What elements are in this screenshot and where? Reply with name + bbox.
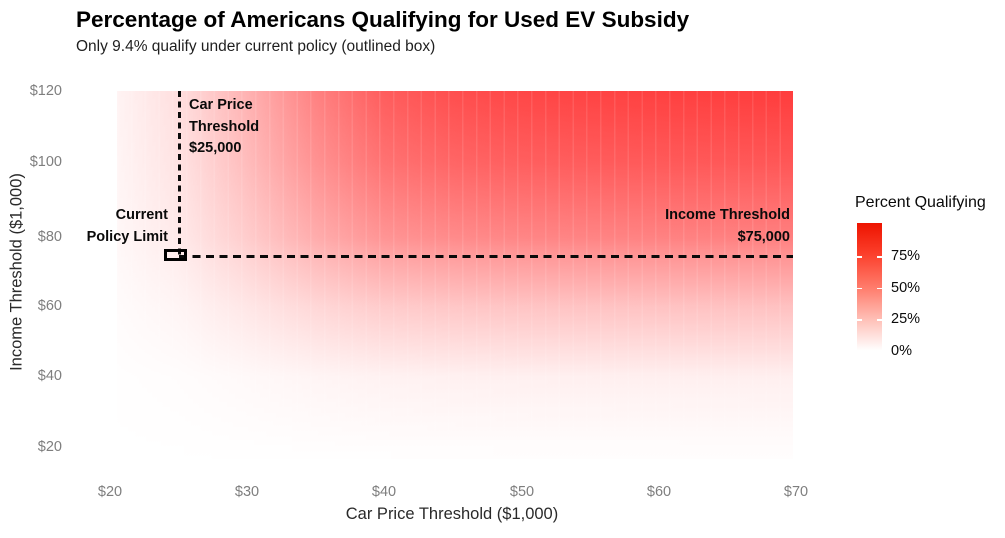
annotation-line: Income Threshold bbox=[665, 207, 790, 223]
income-threshold-annotation: Income Threshold $75,000 bbox=[665, 205, 790, 248]
legend-tick-mark bbox=[857, 287, 862, 290]
legend-label: 75% bbox=[891, 248, 921, 264]
y-tick-label: $100 bbox=[29, 154, 62, 170]
car-price-threshold-dashed-line bbox=[177, 91, 181, 257]
x-tick-label: $60 bbox=[646, 484, 672, 500]
x-tick-label: $20 bbox=[97, 484, 123, 500]
x-tick-label: $50 bbox=[509, 484, 535, 500]
legend-label: 50% bbox=[891, 279, 921, 296]
legend-label: 25% bbox=[891, 311, 921, 327]
x-axis-title: Car Price Threshold ($1,000) bbox=[345, 505, 559, 523]
legend-colorbar bbox=[857, 223, 882, 368]
car-price-threshold-annotation: Car Price Threshold $25,000 bbox=[189, 95, 259, 160]
y-tick-label: $80 bbox=[37, 229, 62, 245]
legend-title: Percent Qualifying bbox=[855, 194, 986, 211]
annotation-line: Current bbox=[115, 207, 168, 223]
x-tick-label: $30 bbox=[234, 484, 260, 500]
annotation-line: Threshold bbox=[189, 118, 260, 135]
current-policy-limit-annotation: Current Policy Limit bbox=[87, 205, 168, 248]
y-axis-title: Income Threshold ($1,000) bbox=[7, 173, 26, 371]
y-tick-label: $60 bbox=[37, 298, 62, 314]
heatmap-tile-banding bbox=[117, 91, 793, 459]
annotation-line: Car Price bbox=[189, 97, 253, 113]
heatmap-panel bbox=[117, 91, 793, 459]
chart-title: Percentage of Americans Qualifying for U… bbox=[76, 7, 690, 32]
x-tick-label: $70 bbox=[783, 484, 809, 500]
x-tick-label: $40 bbox=[371, 484, 397, 500]
legend-tick-mark bbox=[877, 287, 882, 290]
legend-tick-mark bbox=[857, 319, 862, 321]
legend-tick-mark bbox=[857, 256, 862, 258]
current-policy-outlined-box bbox=[164, 249, 187, 261]
income-threshold-dashed-line bbox=[179, 254, 793, 258]
legend-label: 0% bbox=[891, 342, 912, 359]
annotation-line: $25,000 bbox=[189, 140, 242, 156]
y-tick-label: $40 bbox=[37, 368, 62, 384]
chart-subtitle: Only 9.4% qualify under current policy (… bbox=[76, 38, 436, 55]
legend-tick-mark bbox=[877, 256, 882, 258]
y-tick-label: $120 bbox=[29, 83, 62, 99]
heatmap-income-gradient bbox=[117, 91, 793, 459]
y-tick-label: $20 bbox=[37, 439, 62, 455]
annotation-line: $75,000 bbox=[737, 228, 790, 245]
legend-tick-mark bbox=[877, 319, 882, 321]
annotation-line: Policy Limit bbox=[86, 228, 168, 245]
